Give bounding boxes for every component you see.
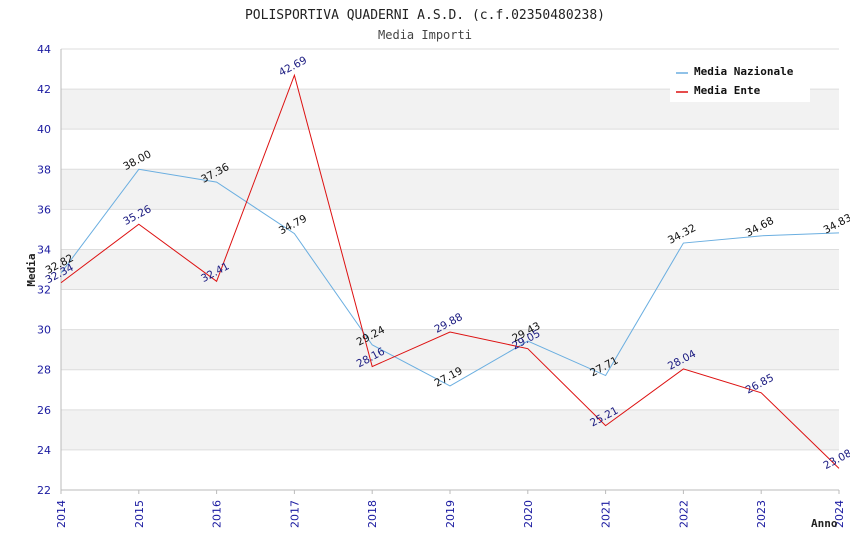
x-tick-label: 2023 xyxy=(755,500,768,528)
x-tick-label: 2014 xyxy=(55,500,68,528)
y-tick-label: 30 xyxy=(37,324,51,337)
x-tick-label: 2024 xyxy=(833,500,846,528)
x-tick-labels: 2014 2015 2016 2017 2018 2019 2020 2021 2022 2023… xyxy=(55,500,846,528)
x-tick-label: 2020 xyxy=(522,500,535,528)
y-tick-label: 34 xyxy=(37,243,51,256)
data-label-media-ente: 23.08 xyxy=(822,447,850,472)
y-tick-label: 40 xyxy=(37,123,51,136)
chart-subtitle: Media Importi xyxy=(378,28,472,42)
legend-label-media-nazionale: Media Nazionale xyxy=(694,65,794,78)
y-tick-label: 32 xyxy=(37,284,51,297)
grid-bands xyxy=(61,89,839,450)
y-tick-label: 26 xyxy=(37,404,51,417)
legend-box xyxy=(670,60,810,102)
data-label-media-nazionale: 34.32 xyxy=(666,222,698,247)
x-tick-label: 2022 xyxy=(677,500,690,528)
data-label-media-ente: 42.69 xyxy=(277,54,309,79)
grid-band xyxy=(61,329,839,370)
grid-band xyxy=(61,169,839,210)
series-line-media-nazionale xyxy=(60,168,840,387)
legend-label-media-ente: Media Ente xyxy=(694,84,761,97)
y-tick-label: 24 xyxy=(37,444,51,457)
y-tick-labels: 22 24 26 28 30 32 34 36 38 40 42 44 xyxy=(37,43,51,497)
y-tick-label: 38 xyxy=(37,163,51,176)
x-tick-label: 2015 xyxy=(133,500,146,528)
series-line-media-ente xyxy=(60,73,840,469)
x-tick-label: 2016 xyxy=(211,500,224,528)
legend: Media Nazionale Media Ente xyxy=(670,60,810,102)
grid-band xyxy=(61,249,839,290)
y-tick-label: 28 xyxy=(37,364,51,377)
x-tick-label: 2019 xyxy=(444,500,457,528)
chart-title: POLISPORTIVA QUADERNI A.S.D. (c.f.023504… xyxy=(245,8,605,23)
x-tick-label: 2021 xyxy=(600,500,613,528)
axes xyxy=(60,49,840,494)
y-tick-label: 36 xyxy=(37,203,51,216)
y-tick-label: 44 xyxy=(37,43,51,56)
y-tick-label: 42 xyxy=(37,83,51,96)
x-axis-label: Anno xyxy=(811,517,838,530)
grid-band xyxy=(61,409,839,450)
y-tick-label: 22 xyxy=(37,484,51,497)
data-label-media-nazionale: 34.79 xyxy=(277,213,309,238)
series-lines xyxy=(60,73,840,469)
x-tick-label: 2018 xyxy=(366,500,379,528)
x-tick-label: 2017 xyxy=(288,500,301,528)
gridlines xyxy=(61,48,839,491)
y-axis-label: Media xyxy=(25,253,38,286)
